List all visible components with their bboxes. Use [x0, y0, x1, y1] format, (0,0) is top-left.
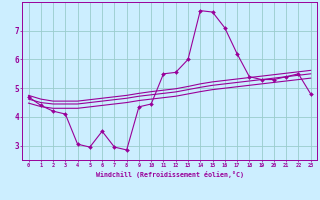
- X-axis label: Windchill (Refroidissement éolien,°C): Windchill (Refroidissement éolien,°C): [96, 171, 244, 178]
